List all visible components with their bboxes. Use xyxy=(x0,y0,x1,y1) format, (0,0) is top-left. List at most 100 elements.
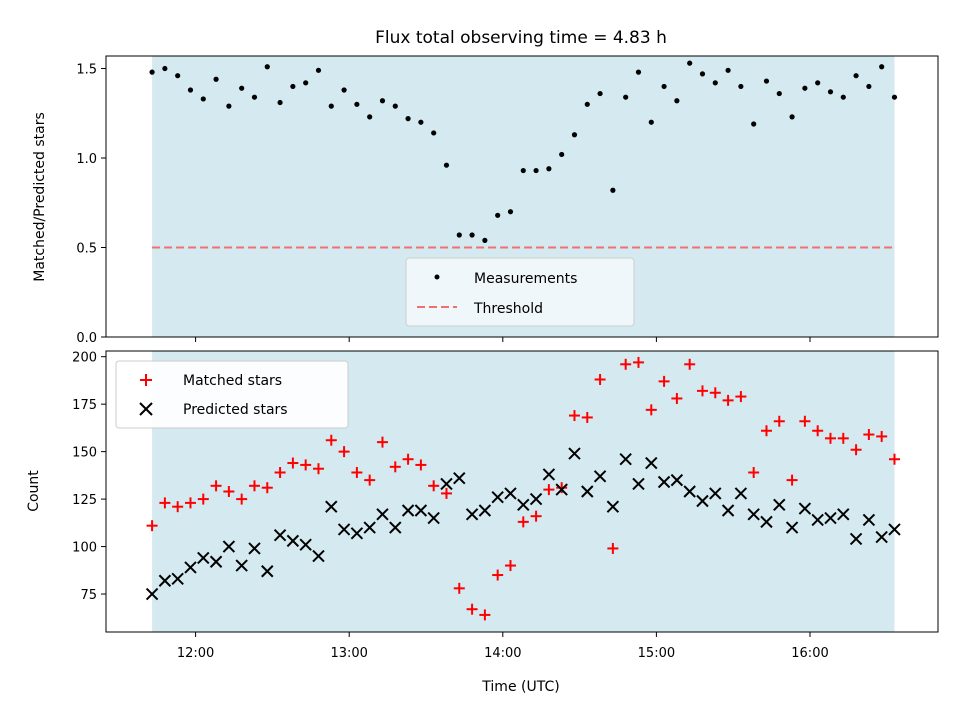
predicted-star-point xyxy=(145,587,159,601)
top-legend: Measurements Threshold xyxy=(405,257,635,327)
measurement-point xyxy=(149,69,155,75)
measurement-point xyxy=(712,80,718,86)
measurement-point xyxy=(776,90,782,97)
predicted-star-point xyxy=(657,475,671,489)
measurement-point xyxy=(187,87,194,93)
top-ytick-label: 0.0 xyxy=(76,331,97,346)
matched-star-point xyxy=(479,609,491,621)
predicted-star-point xyxy=(760,515,773,529)
predicted-star-point xyxy=(837,508,850,521)
measurement-point xyxy=(431,130,437,136)
matched-star-point xyxy=(197,493,209,505)
measurement-point xyxy=(379,98,386,104)
predicted-star-point xyxy=(427,511,440,525)
matched-star-point xyxy=(568,410,580,422)
predicted-star-point xyxy=(888,523,901,536)
measurement-point xyxy=(789,114,795,120)
predicted-star-point xyxy=(363,521,376,534)
measurement-point xyxy=(264,64,270,70)
measurement-point xyxy=(200,96,206,102)
predicted-star-point xyxy=(209,555,223,568)
legend-matched-label: Matched stars xyxy=(183,373,282,389)
top-ytick-label: 1.5 xyxy=(76,63,97,78)
predicted-star-point xyxy=(414,504,428,517)
matched-star-point xyxy=(466,603,478,615)
measurement-point xyxy=(175,73,181,79)
bottom-xtick-label: 14:00 xyxy=(484,646,521,661)
legend-measurements-label: Measurements xyxy=(474,271,577,287)
legend-matched-marker xyxy=(140,374,152,386)
measurement-point xyxy=(341,87,347,93)
top-axes-frame xyxy=(105,55,939,338)
measurement-point xyxy=(610,187,616,193)
measurement-point xyxy=(162,65,168,72)
measurement-point xyxy=(674,98,680,104)
bottom-xtick-label: 15:00 xyxy=(638,646,675,661)
predicted-star-point xyxy=(862,513,876,527)
matched-star-point xyxy=(760,425,772,437)
matched-star-point xyxy=(517,516,529,528)
measurement-point xyxy=(290,83,296,90)
matched-star-point xyxy=(146,520,158,532)
measurement-point xyxy=(879,64,885,70)
matched-star-point xyxy=(888,453,900,465)
matched-star-point xyxy=(645,404,657,416)
predicted-star-point xyxy=(248,542,261,555)
measurement-point xyxy=(239,85,245,91)
predicted-star-point xyxy=(337,523,351,536)
predicted-star-point xyxy=(517,498,530,511)
predicted-star-point xyxy=(555,483,568,496)
matched-star-point xyxy=(351,467,363,479)
predicted-star-point xyxy=(619,453,632,466)
bottom-ytick-label: 200 xyxy=(72,351,97,366)
measurement-point xyxy=(482,237,488,243)
predicted-star-point xyxy=(734,487,748,500)
measurement-point xyxy=(520,167,526,174)
predicted-star-point xyxy=(747,508,760,521)
bottom-xtick-label: 16:00 xyxy=(791,646,828,661)
bottom-ytick-label: 150 xyxy=(72,446,97,461)
measurement-point xyxy=(815,80,821,86)
measurement-point xyxy=(751,121,757,127)
matched-star-point xyxy=(812,425,824,437)
measurement-point xyxy=(635,69,642,75)
measurement-point xyxy=(251,94,258,100)
matched-star-point xyxy=(236,493,248,505)
measurement-point xyxy=(827,89,834,95)
matched-star-point xyxy=(389,461,401,473)
matched-star-point xyxy=(876,430,888,442)
measurement-point xyxy=(226,103,232,109)
matched-star-point xyxy=(543,484,555,496)
measurement-point xyxy=(303,80,309,86)
matched-star-point xyxy=(184,497,196,509)
bottom-axes-frame xyxy=(105,350,939,633)
matched-star-point xyxy=(773,415,785,427)
matched-star-point xyxy=(376,436,388,448)
predicted-star-point xyxy=(542,468,556,481)
matched-star-point xyxy=(594,373,606,385)
matched-star-point xyxy=(722,394,734,406)
predicted-star-point xyxy=(875,530,888,544)
matched-star-point xyxy=(671,392,683,404)
matched-star-point xyxy=(581,411,593,423)
predicted-star-point xyxy=(785,521,799,534)
predicted-star-point xyxy=(453,472,466,485)
matched-star-point xyxy=(735,391,747,403)
predicted-star-point xyxy=(465,508,479,521)
measurement-point xyxy=(763,78,770,84)
matched-star-point xyxy=(261,482,273,494)
measurement-point xyxy=(315,67,322,73)
predicted-star-point xyxy=(325,500,338,513)
measurement-point xyxy=(648,119,654,125)
legend-predicted-marker xyxy=(139,402,153,416)
matched-star-point xyxy=(223,486,235,497)
measurement-point xyxy=(328,103,334,109)
top-legend-box xyxy=(405,257,635,327)
predicted-star-point xyxy=(158,574,172,587)
x-axis-label: Time (UTC) xyxy=(481,679,559,695)
measurement-point xyxy=(866,83,872,90)
matched-star-point xyxy=(172,501,184,513)
measurement-point xyxy=(725,67,731,73)
matched-star-point xyxy=(300,459,312,471)
